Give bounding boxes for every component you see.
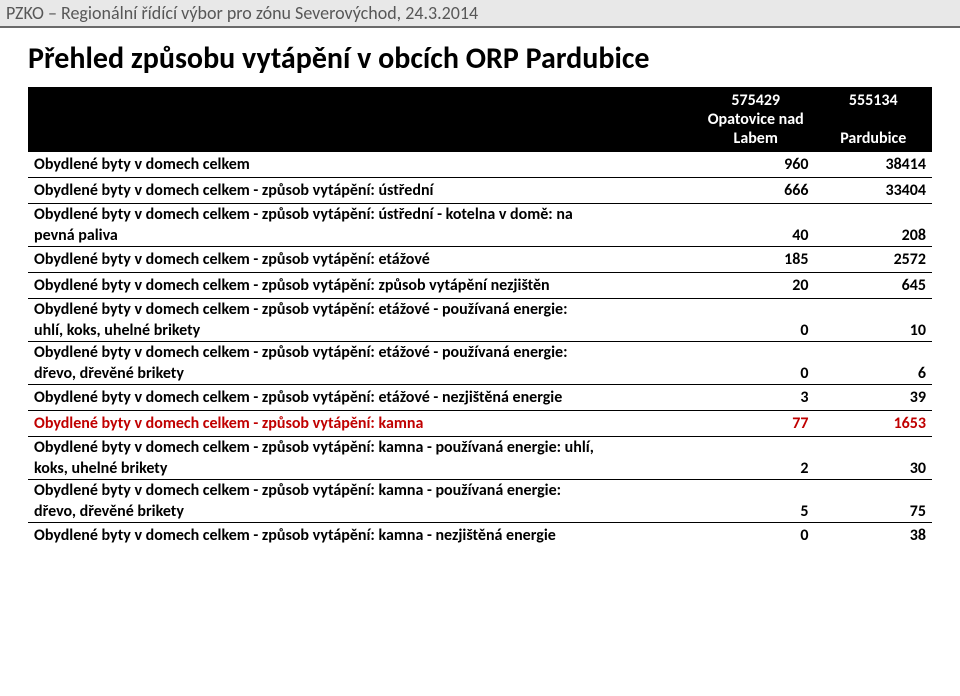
row-label-line2: pevná paliva xyxy=(28,225,697,247)
row-label-line2: dřevo, dřevěné brikety xyxy=(28,363,697,385)
col1-name: Opatovice nad Labem xyxy=(697,110,815,152)
table-row: Obydlené byty v domech celkem - způsob v… xyxy=(28,480,932,502)
row-value-col1: 5 xyxy=(697,501,815,523)
col2-code: 555134 xyxy=(814,87,932,110)
row-label: Obydlené byty v domech celkem - způsob v… xyxy=(28,411,697,437)
table-row: Obydlené byty v domech celkem - způsob v… xyxy=(28,523,932,549)
page-title: Přehled způsobu vytápění v obcích ORP Pa… xyxy=(28,40,932,77)
row-value-col1: 666 xyxy=(697,178,815,204)
page-header-text: PZKO – Regionální řídící výbor pro zónu … xyxy=(6,2,478,24)
row-label-line1: Obydlené byty v domech celkem - způsob v… xyxy=(28,342,932,364)
row-label: Obydlené byty v domech celkem - způsob v… xyxy=(28,273,697,299)
row-label-line1: Obydlené byty v domech celkem - způsob v… xyxy=(28,204,932,226)
row-value-col2: 208 xyxy=(814,225,932,247)
table-row: uhlí, koks, uhelné brikety010 xyxy=(28,320,932,342)
table-header-row-names: Opatovice nad Labem Pardubice xyxy=(28,110,932,152)
table-row: pevná paliva40208 xyxy=(28,225,932,247)
table-header-blank2 xyxy=(28,110,697,152)
table-header-row-codes: 575429 555134 xyxy=(28,87,932,110)
row-label: Obydlené byty v domech celkem - způsob v… xyxy=(28,247,697,273)
table-row: Obydlené byty v domech celkem - způsob v… xyxy=(28,342,932,364)
row-value-col2: 33404 xyxy=(814,178,932,204)
table-row: dřevo, dřevěné brikety575 xyxy=(28,501,932,523)
table-header-blank xyxy=(28,87,697,110)
row-label: Obydlené byty v domech celkem - způsob v… xyxy=(28,523,697,549)
row-label-line1: Obydlené byty v domech celkem - způsob v… xyxy=(28,480,932,502)
row-value-col2: 38414 xyxy=(814,152,932,178)
row-value-col1: 2 xyxy=(697,458,815,480)
row-label-line1: Obydlené byty v domech celkem - způsob v… xyxy=(28,299,932,321)
table-row: Obydlené byty v domech celkem - způsob v… xyxy=(28,178,932,204)
table-row: Obydlené byty v domech celkem - způsob v… xyxy=(28,247,932,273)
page-header-bar: PZKO – Regionální řídící výbor pro zónu … xyxy=(0,0,960,28)
row-value-col2: 38 xyxy=(814,523,932,549)
row-label-line2: koks, uhelné brikety xyxy=(28,458,697,480)
row-label: Obydlené byty v domech celkem xyxy=(28,152,697,178)
row-value-col2: 2572 xyxy=(814,247,932,273)
table-row: Obydlené byty v domech celkem - způsob v… xyxy=(28,437,932,459)
row-label-line2: uhlí, koks, uhelné brikety xyxy=(28,320,697,342)
row-label: Obydlené byty v domech celkem - způsob v… xyxy=(28,178,697,204)
row-value-col2: 6 xyxy=(814,363,932,385)
row-value-col1: 20 xyxy=(697,273,815,299)
row-value-col1: 3 xyxy=(697,385,815,411)
table-row: Obydlené byty v domech celkem - způsob v… xyxy=(28,411,932,437)
row-value-col1: 960 xyxy=(697,152,815,178)
page-body: Přehled způsobu vytápění v obcích ORP Pa… xyxy=(0,28,960,548)
row-value-col1: 0 xyxy=(697,523,815,549)
table-row: Obydlené byty v domech celkem - způsob v… xyxy=(28,299,932,321)
row-value-col2: 75 xyxy=(814,501,932,523)
row-label: Obydlené byty v domech celkem - způsob v… xyxy=(28,385,697,411)
row-value-col2: 645 xyxy=(814,273,932,299)
row-value-col1: 185 xyxy=(697,247,815,273)
table-body: Obydlené byty v domech celkem96038414Oby… xyxy=(28,152,932,548)
table-head: 575429 555134 Opatovice nad Labem Pardub… xyxy=(28,87,932,152)
row-value-col1: 77 xyxy=(697,411,815,437)
table-row: koks, uhelné brikety230 xyxy=(28,458,932,480)
table-row: Obydlené byty v domech celkem96038414 xyxy=(28,152,932,178)
row-value-col2: 10 xyxy=(814,320,932,342)
row-value-col1: 40 xyxy=(697,225,815,247)
heating-table: 575429 555134 Opatovice nad Labem Pardub… xyxy=(28,87,932,548)
col2-name: Pardubice xyxy=(814,110,932,152)
row-value-col1: 0 xyxy=(697,320,815,342)
row-value-col1: 0 xyxy=(697,363,815,385)
table-row: Obydlené byty v domech celkem - způsob v… xyxy=(28,273,932,299)
table-row: Obydlené byty v domech celkem - způsob v… xyxy=(28,204,932,226)
row-value-col2: 30 xyxy=(814,458,932,480)
table-row: dřevo, dřevěné brikety06 xyxy=(28,363,932,385)
table-row: Obydlené byty v domech celkem - způsob v… xyxy=(28,385,932,411)
row-label-line2: dřevo, dřevěné brikety xyxy=(28,501,697,523)
row-value-col2: 1653 xyxy=(814,411,932,437)
col1-code: 575429 xyxy=(697,87,815,110)
row-value-col2: 39 xyxy=(814,385,932,411)
row-label-line1: Obydlené byty v domech celkem - způsob v… xyxy=(28,437,932,459)
